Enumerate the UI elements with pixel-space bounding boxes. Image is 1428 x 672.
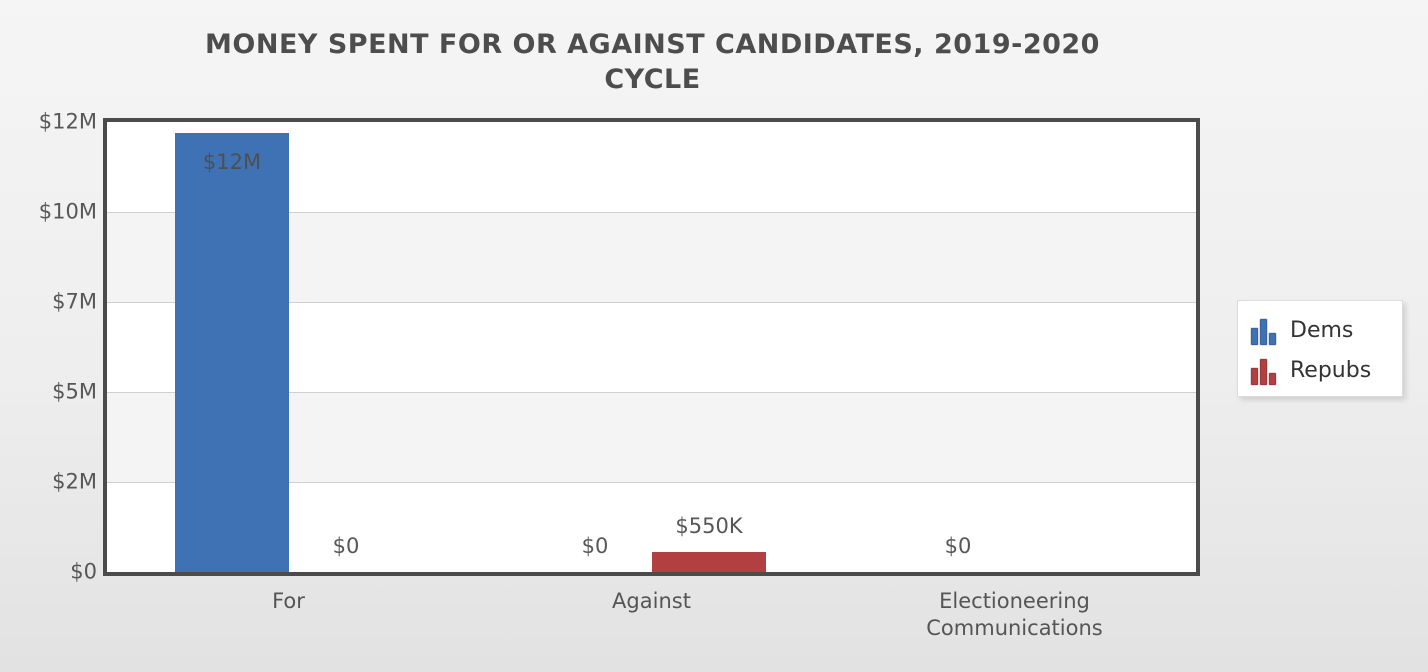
legend-label: Repubs xyxy=(1290,358,1372,383)
bar-value-label: $550K xyxy=(675,514,743,538)
bar-dems-for[interactable] xyxy=(175,133,289,572)
legend-item-repubs[interactable]: Repubs xyxy=(1250,351,1402,391)
gridline xyxy=(107,212,1196,213)
legend-item-dems[interactable]: Dems xyxy=(1250,311,1402,351)
bar-value-label: $0 xyxy=(944,534,972,558)
mini-bar-chart-icon xyxy=(1250,316,1277,346)
legend-box: Dems Repubs xyxy=(1237,300,1403,397)
bar-value-label: $12M xyxy=(202,150,262,174)
y-axis-tick-label: $7M xyxy=(52,289,97,314)
x-axis-label-electioneering: Electioneering Communications xyxy=(926,589,1103,640)
bar-value-label: $0 xyxy=(332,534,360,558)
bar-repubs-against[interactable] xyxy=(652,552,766,572)
x-axis-label-against: Against xyxy=(612,589,691,613)
gridline xyxy=(107,482,1196,483)
gridline xyxy=(107,302,1196,303)
legend-label: Dems xyxy=(1290,318,1354,343)
mini-bar-chart-icon xyxy=(1250,356,1277,386)
gridline xyxy=(107,392,1196,393)
y-axis-tick-label: $2M xyxy=(52,469,97,494)
bar-value-label: $0 xyxy=(581,534,609,558)
y-axis-tick-label: $0 xyxy=(70,559,97,584)
x-axis-label-for: For xyxy=(272,589,305,613)
y-axis-tick-label: $12M xyxy=(38,109,97,134)
y-axis-tick-label: $5M xyxy=(52,379,97,404)
y-axis-tick-label: $10M xyxy=(38,199,97,224)
chart-title: MONEY SPENT FOR OR AGAINST CANDIDATES, 2… xyxy=(205,29,1100,95)
